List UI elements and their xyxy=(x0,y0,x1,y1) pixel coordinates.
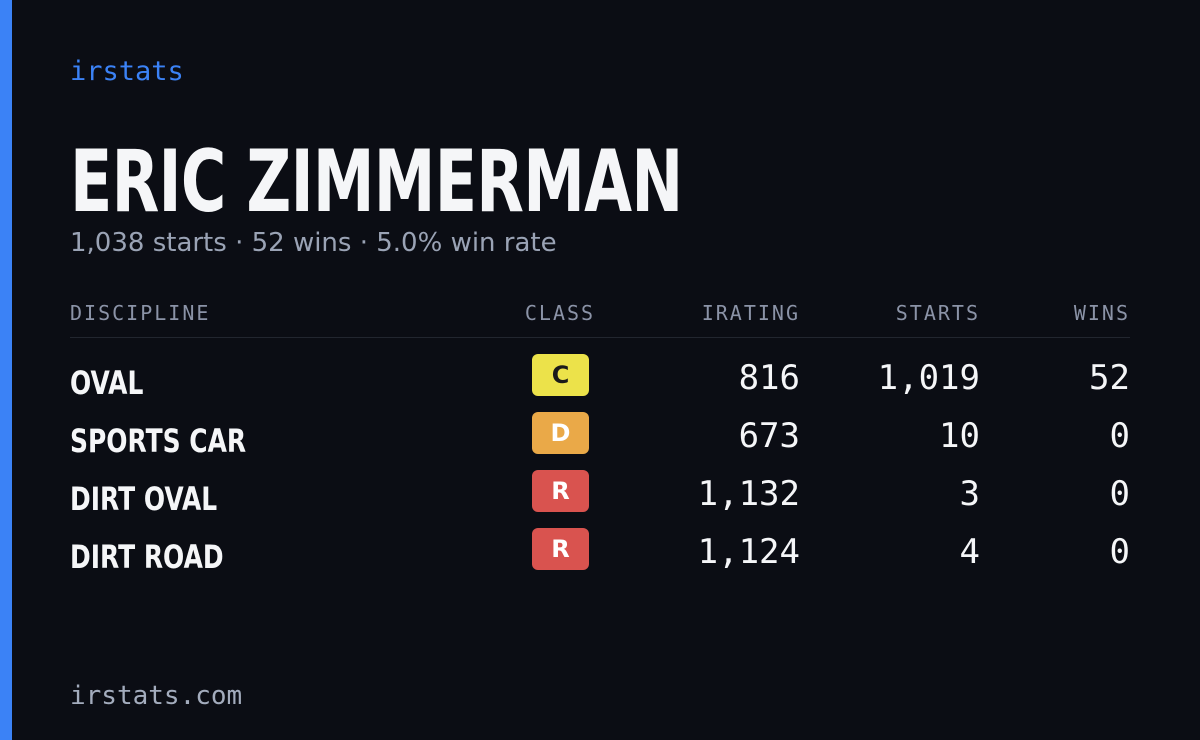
starts: 10 xyxy=(939,416,980,456)
summary: 1,038 starts · 52 wins · 5.0% win rate xyxy=(70,228,557,258)
class-badge: R xyxy=(532,528,589,570)
irating: 816 xyxy=(738,358,800,398)
divider xyxy=(70,337,1130,338)
starts: 1,019 xyxy=(877,358,980,398)
irating: 673 xyxy=(738,416,800,456)
wins: 52 xyxy=(1089,358,1130,398)
wins: 0 xyxy=(1109,416,1130,456)
starts: 3 xyxy=(959,474,980,514)
class-badge: D xyxy=(532,412,589,454)
column-header: WINS xyxy=(1073,301,1130,325)
column-header: CLASS xyxy=(524,301,596,325)
irating: 1,124 xyxy=(697,532,800,572)
column-header: DISCIPLINE xyxy=(70,301,211,325)
accent-stripe xyxy=(0,0,12,740)
discipline: SPORTS CAR xyxy=(70,422,247,460)
brand: irstats xyxy=(70,56,184,87)
class-badge: C xyxy=(532,354,589,396)
column-header: STARTS xyxy=(895,301,980,325)
starts: 4 xyxy=(959,532,980,572)
discipline: DIRT OVAL xyxy=(70,480,218,518)
discipline: DIRT ROAD xyxy=(70,538,224,576)
wins: 0 xyxy=(1109,474,1130,514)
irating: 1,132 xyxy=(697,474,800,514)
column-header: IRATING xyxy=(701,301,800,325)
class-badge: R xyxy=(532,470,589,512)
discipline: OVAL xyxy=(70,364,144,402)
player-name: ERIC ZIMMERMAN xyxy=(70,132,683,232)
footer-url: irstats.com xyxy=(70,681,243,711)
wins: 0 xyxy=(1109,532,1130,572)
